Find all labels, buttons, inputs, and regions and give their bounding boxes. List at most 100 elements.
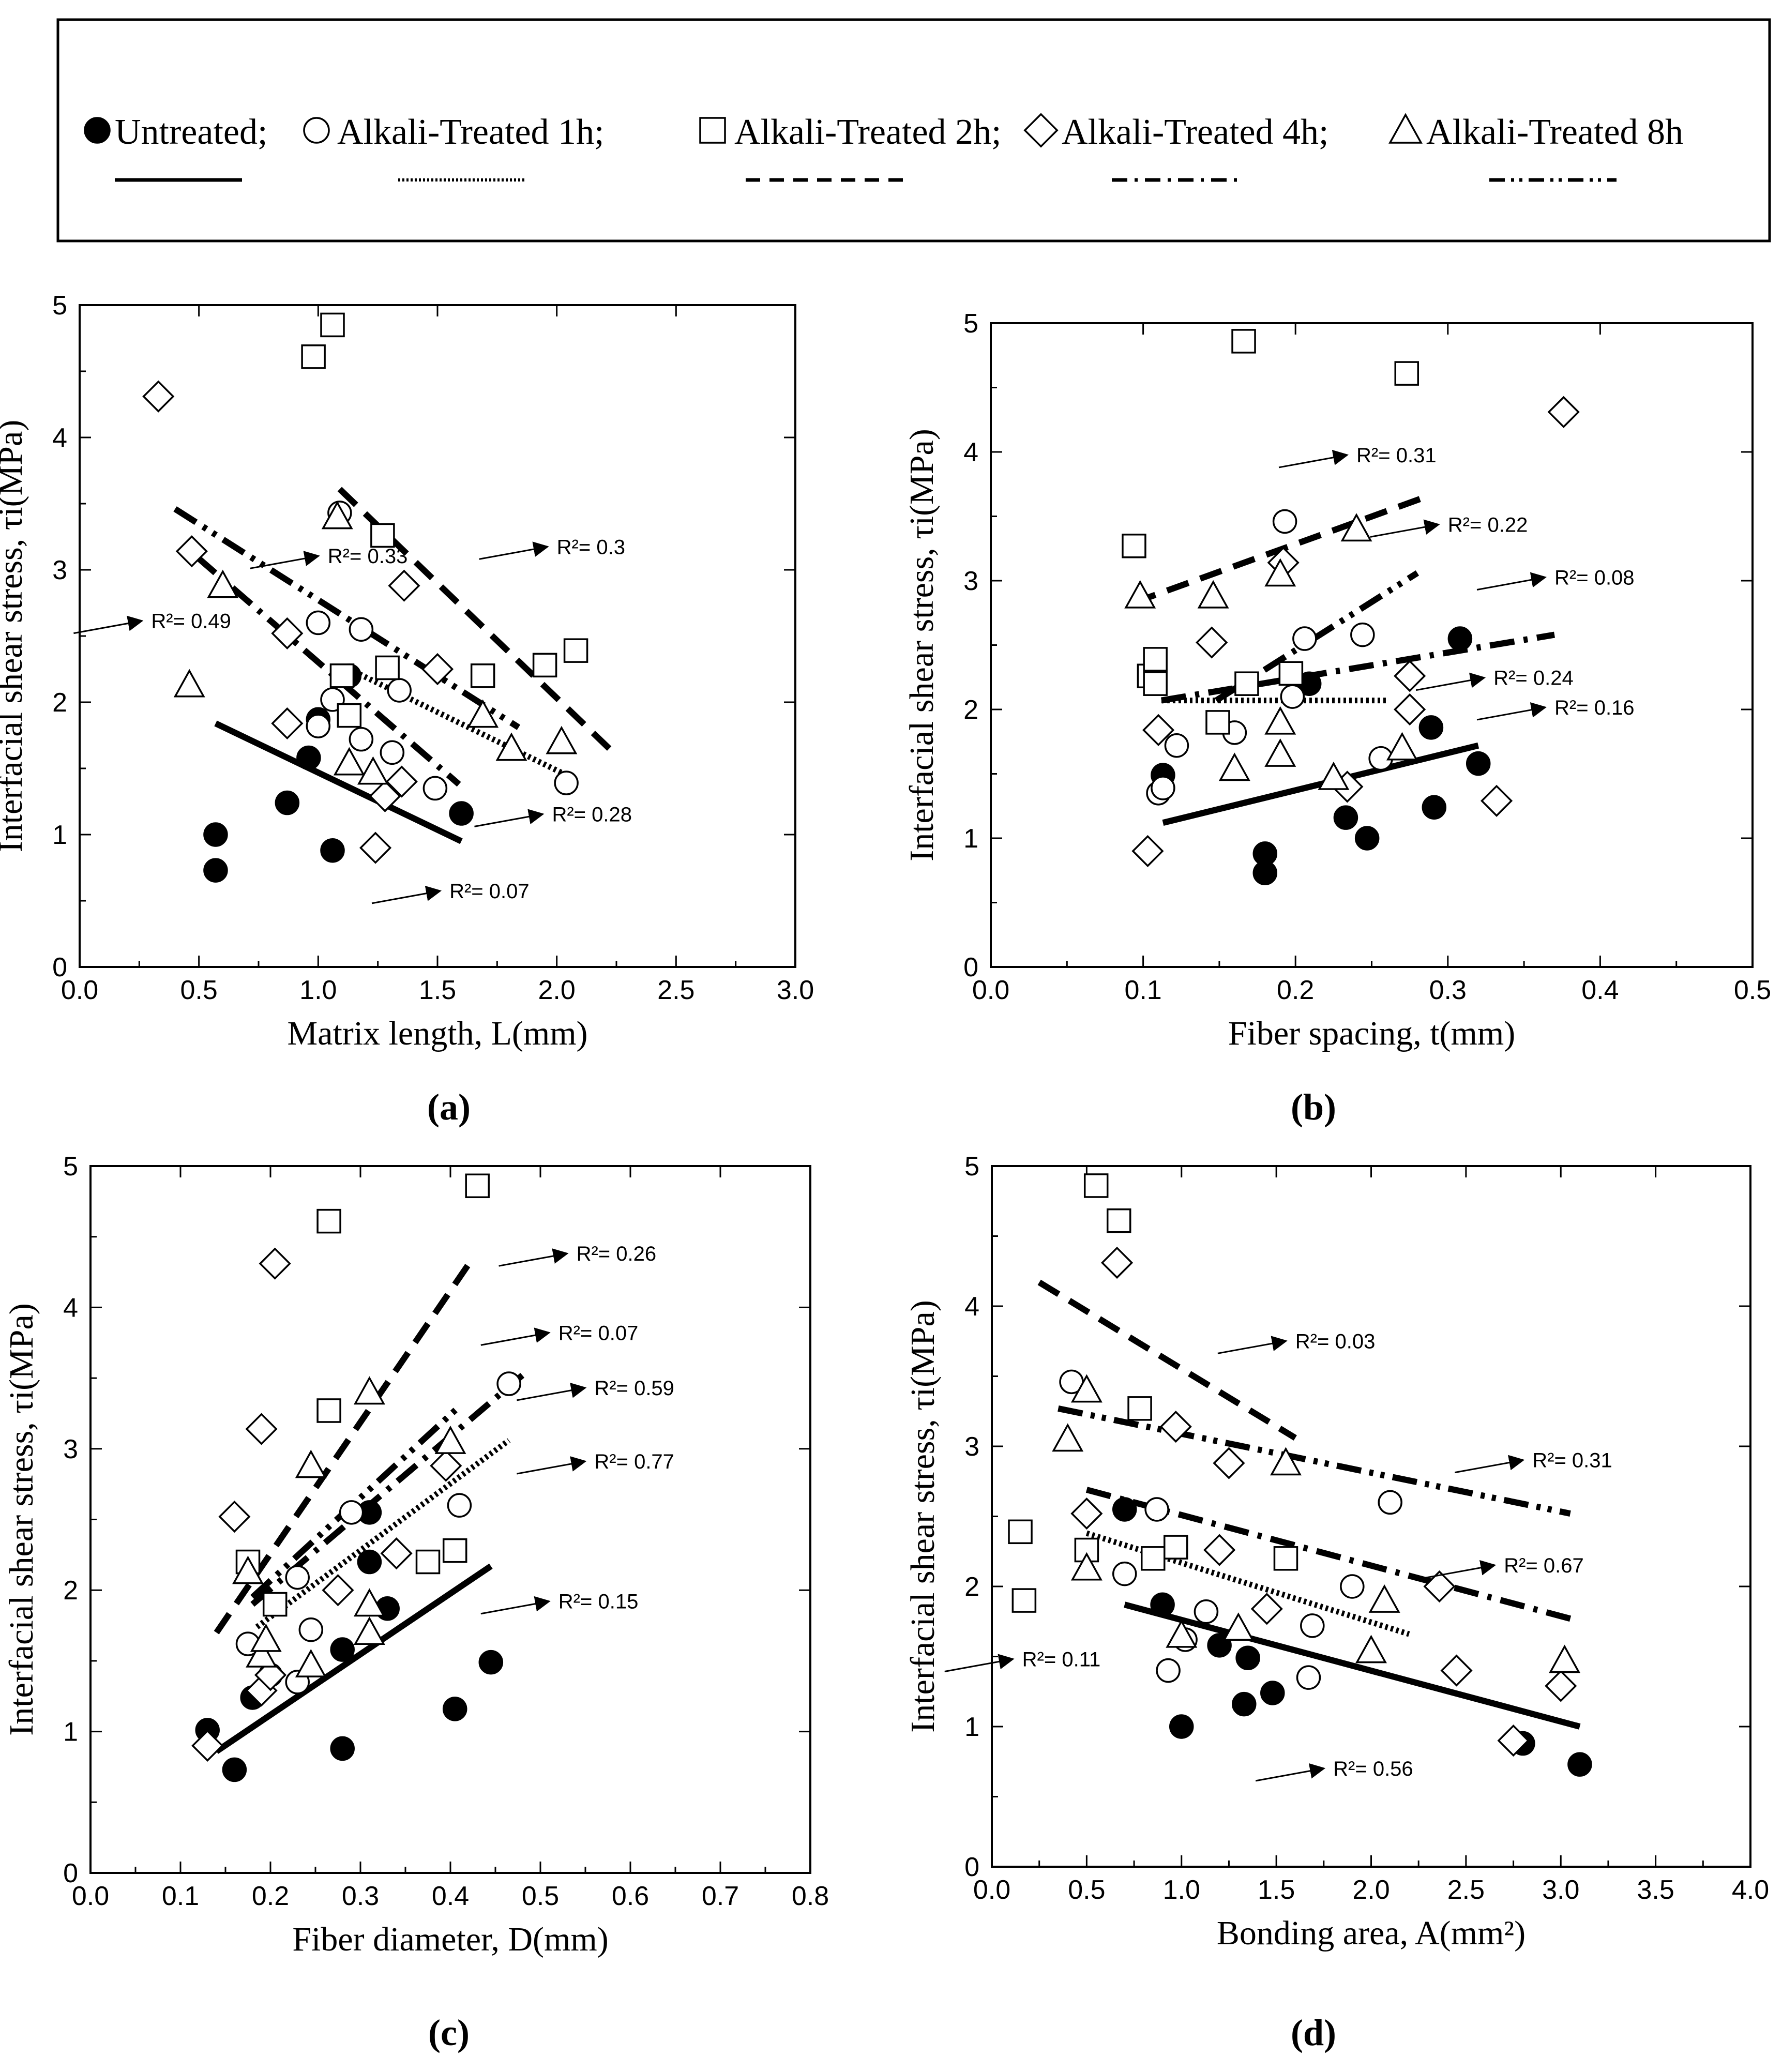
fit-line <box>194 554 461 787</box>
annotation-arrow <box>1278 449 1349 468</box>
annotation-arrow <box>474 809 545 827</box>
x-tick-label: 0.2 <box>1277 975 1314 1005</box>
chart-panel: 0.0 0.5 1.0 1.5 2.0 2.5 3.0 3.5 4.0 0 1 2 3 4 5 Bonding… <box>904 1152 1769 2053</box>
x-tick-label: 0.5 <box>180 975 218 1005</box>
legend-label: Alkali-Treated 2h; <box>734 112 1002 152</box>
data-point-open-square <box>337 703 362 728</box>
data-point-open-circle <box>1144 1497 1169 1522</box>
y-tick-label: 3 <box>964 1432 979 1462</box>
data-point-open-circle <box>1378 1490 1402 1515</box>
panel-label: (b) <box>1291 1086 1336 1128</box>
r2-annotation: R²= 0.03 <box>1295 1330 1376 1353</box>
x-tick-label: 0.6 <box>612 1881 649 1911</box>
legend-symbol-open-square <box>699 117 726 144</box>
data-point-filled-circle <box>1418 715 1444 740</box>
data-point-open-diamond <box>1159 1410 1192 1443</box>
data-point-open-diamond <box>388 569 420 602</box>
data-point-open-diamond <box>430 1449 462 1482</box>
y-tick-label: 4 <box>963 437 978 467</box>
data-point-open-triangle <box>246 1639 278 1668</box>
data-point-filled-circle <box>275 790 300 815</box>
data-point-open-triangle <box>321 501 353 530</box>
legend-label: Alkali-Treated 4h; <box>1062 112 1329 152</box>
data-point-open-triangle <box>546 725 578 754</box>
data-point-open-triangle <box>495 732 527 761</box>
data-point-open-circle <box>298 1617 324 1642</box>
data-point-open-diamond <box>1423 1570 1456 1603</box>
x-tick-label: 3.0 <box>777 975 814 1005</box>
data-point-open-circle <box>422 776 448 801</box>
data-point-open-triangle <box>1270 1447 1302 1476</box>
annotation-arrow <box>499 1248 569 1267</box>
data-point-filled-circle <box>330 1736 355 1761</box>
data-point-filled-circle <box>478 1650 504 1675</box>
chart-panel: 0.0 0.5 1.0 1.5 2.0 2.5 3.0 0 1 2 3 4 5 Matrix length… <box>0 291 814 1128</box>
data-point-open-square <box>370 523 395 548</box>
data-point-filled-circle <box>222 1757 247 1782</box>
legend-symbol-open-triangle <box>1388 113 1423 144</box>
r2-annotation: R²= 0.07 <box>449 880 530 903</box>
data-point-filled-circle <box>296 745 321 770</box>
data-point-open-square <box>1273 1546 1298 1571</box>
data-point-open-triangle <box>1052 1423 1084 1452</box>
data-point-open-square <box>262 1592 288 1617</box>
annotation-arrow <box>480 1596 551 1615</box>
data-point-filled-circle <box>1169 1714 1194 1739</box>
data-point-open-diamond <box>385 765 418 798</box>
r2-annotation: R²= 0.33 <box>328 545 408 568</box>
r2-annotation: R²= 0.08 <box>1554 566 1635 589</box>
data-point-filled-circle <box>1260 1681 1285 1705</box>
data-point-open-diamond <box>1545 1670 1577 1702</box>
x-tick-label: 1.5 <box>419 975 456 1005</box>
data-point-filled-circle <box>1354 826 1380 851</box>
data-point-open-triangle <box>1264 738 1296 767</box>
r2-annotation: R²= 0.31 <box>1356 444 1437 467</box>
data-point-open-square <box>1231 329 1256 354</box>
r2-annotation: R²= 0.16 <box>1554 697 1635 719</box>
x-tick-label: 0.2 <box>252 1881 289 1911</box>
data-point-filled-circle <box>203 858 228 883</box>
fit-line <box>1037 1279 1297 1441</box>
x-tick-label: 3.0 <box>1542 1875 1579 1905</box>
y-tick-label: 4 <box>964 1292 979 1322</box>
x-tick-label: 0.3 <box>342 1881 379 1911</box>
legend-frame <box>56 18 1771 243</box>
x-axis-label: Fiber diameter, D(mm) <box>292 1920 608 1958</box>
data-point-open-triangle <box>1124 580 1156 609</box>
r2-annotation: R²= 0.26 <box>577 1243 657 1265</box>
data-point-open-triangle <box>353 1616 385 1645</box>
r2-annotation: R²= 0.28 <box>552 803 632 826</box>
data-point-open-triangle <box>1070 1552 1103 1581</box>
data-point-open-triangle <box>207 569 239 598</box>
annotation-arrow <box>517 1382 587 1401</box>
x-tick-label: 0.4 <box>1581 975 1619 1005</box>
data-point-open-square <box>1163 1535 1188 1560</box>
data-point-open-diamond <box>1196 626 1228 659</box>
data-point-open-square <box>1234 671 1259 696</box>
data-point-open-diamond <box>271 617 304 649</box>
data-point-open-triangle <box>1166 1619 1198 1648</box>
y-axis-label: Interfacial shear stress, τi(MPa) <box>0 420 29 853</box>
r2-annotation: R²= 0.07 <box>558 1322 639 1344</box>
y-tick-label: 0 <box>964 1852 979 1882</box>
fit-line <box>337 487 612 751</box>
data-point-open-diamond <box>1131 835 1164 867</box>
data-point-open-circle <box>285 1565 310 1590</box>
data-point-open-diamond <box>1440 1654 1473 1687</box>
x-tick-label: 1.5 <box>1258 1875 1295 1905</box>
data-point-filled-circle <box>320 838 345 863</box>
data-point-open-diamond <box>1394 693 1426 726</box>
data-point-open-triangle <box>434 1426 466 1454</box>
data-point-open-circle <box>306 610 331 636</box>
fit-line <box>1132 495 1423 606</box>
x-axis-label: Matrix length, L(mm) <box>287 1015 587 1052</box>
data-point-open-diamond <box>369 780 401 812</box>
data-point-open-square <box>375 655 400 680</box>
y-tick-label: 0 <box>63 1858 78 1888</box>
annotation-arrow <box>944 1654 1015 1672</box>
annotation-arrow <box>1370 519 1440 538</box>
data-point-filled-circle <box>1447 626 1473 651</box>
data-point-open-diamond <box>1394 660 1426 692</box>
x-tick-label: 2.0 <box>538 975 576 1005</box>
data-point-open-triangle <box>232 1555 264 1584</box>
